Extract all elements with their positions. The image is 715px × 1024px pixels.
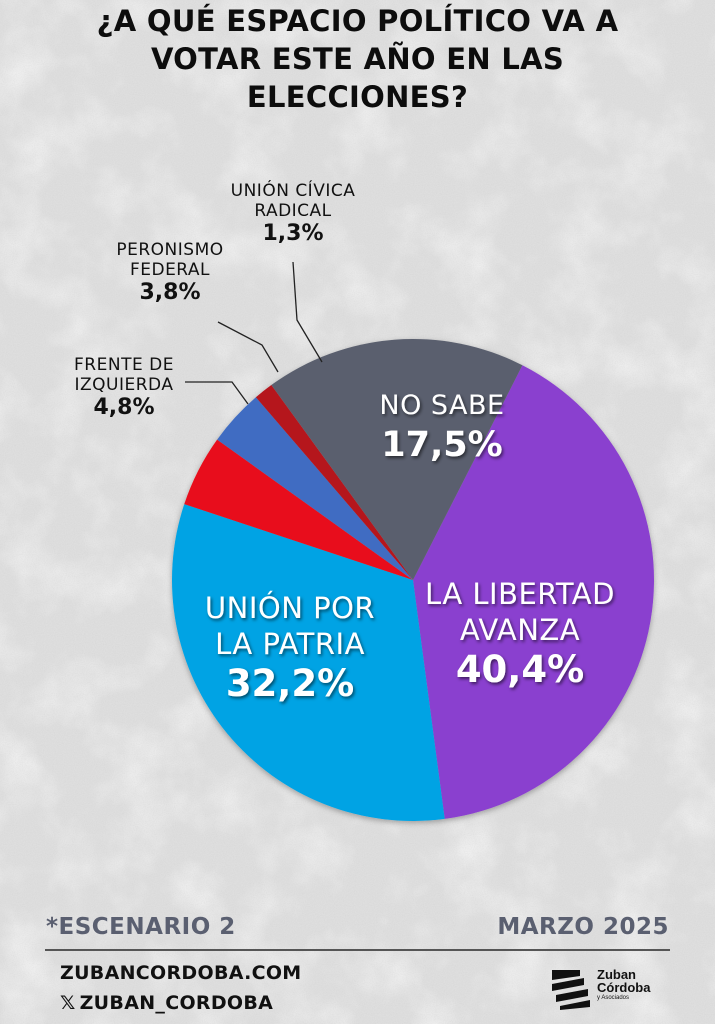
slice-category-text: RADICAL [254, 201, 331, 221]
logo-line-2: Córdoba [597, 980, 651, 995]
slice-value-text: 17,5% [381, 425, 502, 465]
slice-value-text: 3,8% [139, 280, 200, 305]
pie-slice-4 [217, 397, 413, 580]
slice-value-text: 32,2% [226, 662, 354, 705]
pie-slice-1 [413, 365, 655, 819]
pie-slice-3 [184, 439, 413, 580]
title-line-2: VOTAR ESTE AÑO EN LAS [150, 42, 565, 76]
slice-category-text: UNIÓN CÍVICA [231, 179, 356, 201]
footer-divider [45, 949, 670, 951]
pie-slice-2 [172, 504, 445, 822]
website-link[interactable]: ZUBANCORDOBA.COM [60, 962, 302, 984]
date-label: MARZO 2025 [497, 914, 669, 940]
slice-category-text: FEDERAL [130, 260, 210, 280]
slice-label-6: NO SABE 17,5% [379, 390, 504, 465]
chart-title: ¿A QUÉ ESPACIO POLÍTICO VA A VOTAR ESTE … [40, 2, 675, 116]
slice-value-text: 4,8% [93, 395, 154, 420]
logo-wordmark: Zuban Córdoba y Asociados [597, 968, 650, 1002]
scenario-label: *ESCENARIO 2 [46, 914, 236, 940]
leader-line-4 [217, 321, 279, 373]
slice-value-text: 40,4% [456, 648, 584, 691]
zuban-cordoba-logo-icon [552, 970, 590, 1010]
title-line-1: ¿A QUÉ ESPACIO POLÍTICO VA A [96, 4, 619, 38]
slice-value-text: 1,3% [262, 221, 323, 246]
social-handle[interactable]: 𝕏 ZUBAN_CORDOBA [60, 992, 273, 1014]
slice-category-text: IZQUIERDA [75, 375, 174, 395]
pie-slice-5 [255, 385, 413, 580]
slice-category-text: LA LIBERTAD [425, 577, 615, 611]
leader-line-3 [185, 381, 249, 405]
slice-category-text: PERONISMO [116, 240, 223, 260]
title-line-3: ELECCIONES? [246, 80, 469, 114]
slice-category-text: UNIÓN POR [205, 591, 375, 625]
pie-slice-6 [271, 339, 523, 580]
logo-line-3: y Asociados [597, 995, 630, 1001]
social-handle-text: ZUBAN_CORDOBA [79, 992, 274, 1014]
slice-category-text: AVANZA [460, 613, 580, 647]
x-icon: 𝕏 [60, 992, 76, 1014]
logo-line-1: Zuban [597, 967, 636, 982]
slice-category-text: NO SABE [379, 390, 504, 421]
slice-category-text: LA PATRIA [215, 627, 365, 661]
leader-line-5 [292, 261, 323, 363]
slice-category-text: FRENTE DE [74, 355, 174, 375]
